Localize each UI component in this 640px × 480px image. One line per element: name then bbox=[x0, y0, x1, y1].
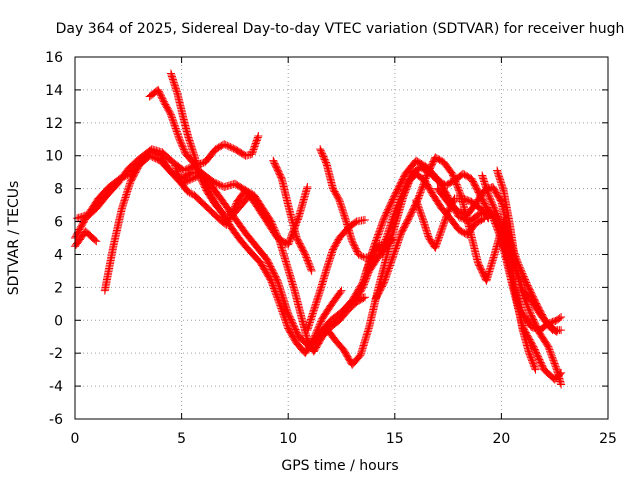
data-series bbox=[363, 235, 397, 274]
y-tick-label: 8 bbox=[54, 182, 63, 198]
y-tick-label: 2 bbox=[54, 280, 63, 296]
data-point bbox=[531, 365, 540, 374]
data-point bbox=[557, 380, 566, 389]
x-tick-label: 15 bbox=[386, 431, 404, 447]
data-point bbox=[337, 286, 346, 295]
data-series bbox=[71, 227, 101, 251]
data-series bbox=[171, 161, 231, 229]
y-tick-label: 0 bbox=[54, 313, 63, 329]
plot-frame bbox=[74, 56, 609, 420]
y-tick-label: -6 bbox=[49, 412, 63, 428]
data-point bbox=[557, 326, 566, 335]
data-point bbox=[354, 250, 363, 259]
data-series bbox=[269, 156, 316, 275]
y-tick-label: 14 bbox=[45, 83, 63, 99]
data-series bbox=[305, 169, 489, 369]
data-point bbox=[360, 293, 369, 302]
x-tick-label: 10 bbox=[279, 431, 297, 447]
data-point bbox=[387, 236, 396, 245]
data-point bbox=[336, 288, 345, 297]
data-point bbox=[187, 189, 196, 198]
x-tick-label: 25 bbox=[599, 431, 617, 447]
data-point bbox=[388, 235, 397, 244]
data-point bbox=[253, 133, 262, 142]
data-point bbox=[356, 251, 365, 260]
chart-title: Day 364 of 2025, Sidereal Day-to-day VTE… bbox=[56, 21, 625, 37]
data-point bbox=[222, 220, 231, 229]
data-point bbox=[359, 294, 368, 303]
y-tick-label: 10 bbox=[45, 149, 63, 165]
x-axis-label: GPS time / hours bbox=[281, 458, 398, 474]
data-series bbox=[303, 215, 369, 335]
data-points bbox=[71, 69, 566, 389]
y-tick-label: 6 bbox=[54, 215, 63, 231]
data-point bbox=[551, 326, 560, 335]
y-axis-ticks: -6 -4 -2 0 2 4 6 8 10 12 14 16 bbox=[45, 50, 608, 428]
data-point bbox=[552, 327, 561, 336]
data-series bbox=[493, 166, 561, 336]
data-point bbox=[557, 312, 566, 321]
data-series bbox=[412, 194, 493, 252]
x-tick-label: 5 bbox=[177, 431, 186, 447]
y-tick-label: 4 bbox=[54, 247, 63, 263]
y-tick-label: -2 bbox=[49, 346, 63, 362]
data-series bbox=[73, 131, 263, 223]
data-point bbox=[91, 236, 100, 245]
data-point bbox=[307, 266, 316, 275]
data-point bbox=[483, 213, 492, 222]
y-axis-label: SDTVAR / TECUs bbox=[6, 181, 22, 296]
data-point bbox=[303, 182, 312, 191]
x-tick-label: 20 bbox=[492, 431, 510, 447]
data-point bbox=[185, 188, 194, 197]
y-tick-label: -4 bbox=[49, 379, 63, 395]
data-point bbox=[360, 215, 369, 224]
y-tick-label: 16 bbox=[45, 50, 63, 66]
x-axis-ticks: 0 5 10 15 20 25 bbox=[71, 57, 617, 447]
data-point bbox=[183, 187, 192, 196]
data-point bbox=[254, 131, 263, 140]
data-point bbox=[307, 265, 316, 274]
data-point bbox=[530, 364, 539, 373]
data-point bbox=[478, 215, 487, 224]
data-point bbox=[92, 237, 101, 246]
data-point bbox=[484, 214, 493, 223]
x-tick-label: 0 bbox=[71, 431, 80, 447]
data-point bbox=[357, 252, 366, 261]
y-tick-label: 12 bbox=[45, 116, 63, 132]
data-point bbox=[555, 314, 564, 323]
